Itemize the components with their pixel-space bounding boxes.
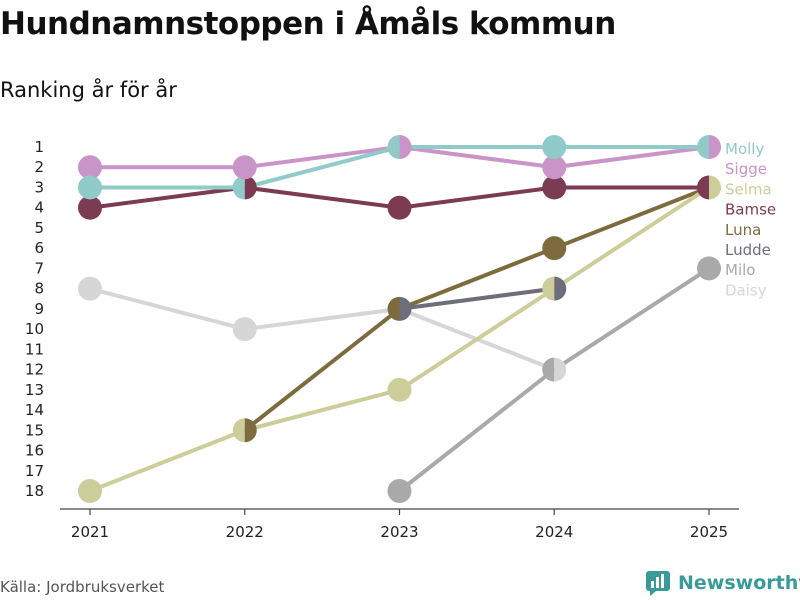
series-line-luna [242, 185, 711, 433]
x-tick-label: 2021 [71, 523, 109, 541]
marker-luna-2024 [542, 236, 567, 261]
x-tick-label: 2022 [226, 523, 264, 541]
marker-milo-2023 [387, 479, 412, 503]
marker-sigge-molly-2023 [387, 135, 412, 159]
y-tick-label: 3 [34, 178, 44, 196]
newsworthy-icon [646, 571, 670, 596]
legend-molly: Molly [725, 140, 764, 158]
x-tick-label: 2025 [690, 523, 728, 541]
series-line-ludde [397, 286, 557, 311]
chart-title: Hundnamnstoppen i Åmåls kommun [0, 6, 616, 42]
marker-sigge-2024 [542, 155, 567, 180]
y-tick-label: 6 [34, 239, 44, 257]
marker-half-left [232, 418, 245, 443]
marker-molly-2024 [542, 135, 567, 159]
legend: Molly Sigge Selma Bamse Luna Ludde Milo Daisy [725, 140, 776, 299]
y-tick-label: 2 [34, 158, 44, 176]
marker-half-right [399, 296, 412, 321]
y-tick-label: 5 [34, 219, 44, 237]
y-tick-label: 1 [34, 138, 44, 156]
marker-daisy-ludde-luna-2023 [387, 296, 412, 321]
series-markers [78, 135, 721, 503]
marker-bamse-molly-2022 [232, 175, 257, 200]
marker-sigge-2022 [232, 155, 257, 180]
marker-selma-2023 [387, 377, 412, 402]
legend-bamse: Bamse [725, 201, 776, 219]
legend-milo: Milo [725, 261, 755, 279]
chart-subtitle: Ranking år för år [0, 78, 177, 102]
x-axis: 2021 2022 2023 2024 2025 [60, 508, 739, 541]
marker-half-left [387, 135, 400, 159]
marker-half-left [232, 175, 245, 200]
marker-selma-2021 [78, 479, 102, 503]
y-tick-label: 14 [25, 401, 44, 419]
marker-half-right [709, 175, 721, 200]
source-note: Källa: Jordbruksverket [0, 578, 165, 596]
series-line-selma [88, 185, 711, 493]
marker-half-left [697, 175, 709, 200]
y-tick-label: 4 [34, 199, 44, 217]
series-line-daisy [88, 286, 557, 372]
marker-half-right [244, 175, 257, 200]
legend-sigge: Sigge [725, 160, 767, 178]
x-tick-label: 2023 [380, 523, 418, 541]
marker-luna-selma-bamse-2025 [697, 175, 721, 200]
marker-daisy-2021 [78, 276, 102, 301]
marker-daisy-milo-2024 [542, 357, 567, 382]
marker-half-right [554, 357, 567, 382]
marker-bamse-2024 [542, 175, 567, 200]
y-tick-label: 15 [25, 421, 44, 439]
marker-half-left [697, 135, 709, 159]
y-tick-label: 16 [25, 442, 44, 460]
legend-selma: Selma [725, 180, 772, 198]
marker-half-left [542, 276, 555, 301]
y-tick-label: 11 [25, 340, 44, 358]
marker-sigge-molly-2025 [697, 135, 721, 159]
y-tick-label: 9 [34, 300, 44, 318]
marker-daisy-2022 [232, 317, 257, 342]
x-tick-label: 2024 [535, 523, 573, 541]
marker-bamse-2021 [78, 195, 102, 220]
y-tick-label: 7 [34, 259, 44, 277]
marker-sigge-2021 [78, 155, 102, 180]
y-tick-label: 8 [34, 280, 44, 298]
marker-half-right [399, 135, 412, 159]
marker-luna-selma-2022 [232, 418, 257, 443]
marker-half-left [542, 357, 555, 382]
y-tick-label: 13 [25, 381, 44, 399]
marker-half-right [709, 135, 721, 159]
y-tick-label: 10 [25, 320, 44, 338]
marker-ludde-selma-2024 [542, 276, 567, 301]
marker-half-left [387, 296, 400, 321]
y-tick-label: 17 [25, 462, 44, 480]
y-tick-label: 12 [25, 361, 44, 379]
marker-half-right [554, 276, 567, 301]
y-tick-label: 18 [25, 482, 44, 500]
marker-bamse-2023 [387, 195, 412, 220]
legend-daisy: Daisy [725, 281, 767, 299]
marker-molly-2021 [78, 175, 102, 200]
brand-name: Newsworthy [678, 572, 800, 594]
legend-ludde: Ludde [725, 241, 771, 259]
marker-milo-2025 [697, 256, 721, 281]
newsworthy-logo[interactable]: Newsworthy [645, 570, 800, 596]
legend-luna: Luna [725, 221, 761, 239]
marker-half-right [244, 418, 257, 443]
